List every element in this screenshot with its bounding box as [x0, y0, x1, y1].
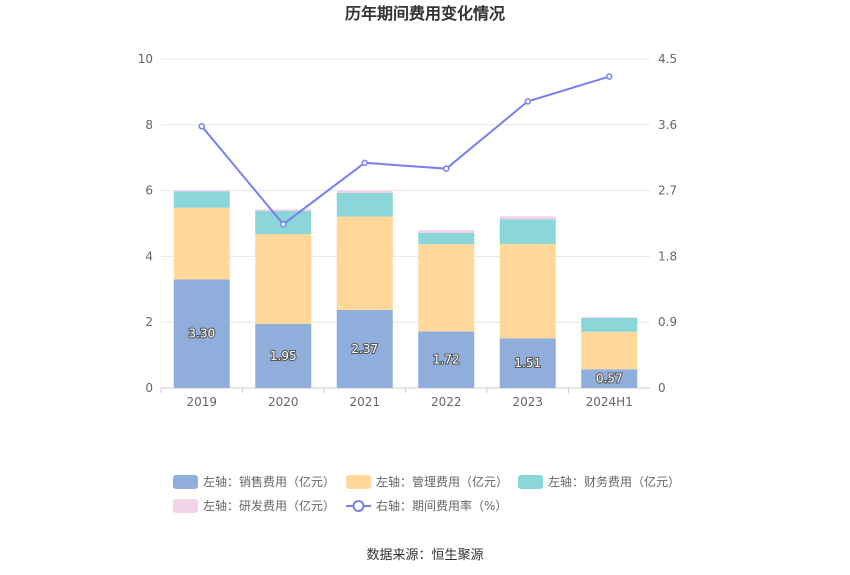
left-tick-label: 0: [145, 381, 153, 395]
bar: [499, 216, 556, 220]
bar: [499, 243, 556, 339]
x-axis-ticks: 2019 2020 2021 2022 2023 2024H1: [160, 388, 633, 409]
right-tick-label: 3.6: [658, 118, 677, 132]
bar: [581, 317, 638, 318]
bar: [418, 232, 475, 245]
legend: 左轴：销售费用（亿元） 左轴：管理费用（亿元） 左轴：财务费用（亿元） 左轴：研发费用…: [173, 474, 680, 513]
data-label: 2.37: [351, 342, 378, 356]
source-note: 数据来源：恒生聚源: [366, 548, 483, 563]
data-label: 0.57: [596, 372, 623, 386]
x-tick-label: 2024H1: [586, 395, 633, 409]
legend-swatch: [346, 475, 371, 489]
bar: [418, 230, 475, 233]
legend-label: 左轴：财务费用（亿元）: [548, 474, 680, 489]
legend-label: 左轴：管理费用（亿元）: [376, 474, 508, 489]
bar: [418, 244, 475, 332]
bar: [336, 192, 393, 217]
rate-point: [524, 98, 531, 105]
rate-point: [361, 159, 368, 167]
x-tick-label: 2022: [431, 395, 462, 409]
bars: [173, 189, 638, 388]
bar: [255, 323, 312, 388]
bar: [255, 234, 312, 324]
x-tick-label: 2023: [512, 395, 543, 409]
chart-title: 历年期间费用变化情况: [345, 4, 505, 23]
data-label: 1.51: [514, 356, 541, 370]
rate-point: [280, 220, 287, 228]
legend-label: 左轴：销售费用（亿元）: [203, 474, 335, 489]
data-label: 3.30: [188, 327, 215, 341]
left-tick-label: 6: [145, 184, 153, 198]
right-tick-label: 0: [658, 381, 666, 395]
rate-point: [198, 123, 205, 130]
legend-swatch: [518, 475, 543, 489]
data-label: 1.72: [433, 353, 460, 367]
bar: [499, 338, 556, 388]
bar: [336, 310, 393, 388]
right-tick-label: 1.8: [658, 249, 677, 263]
bar: [336, 216, 393, 311]
bar: [173, 207, 230, 280]
bar: [173, 191, 230, 208]
rate-point: [606, 73, 613, 80]
legend-label: 左轴：研发费用（亿元）: [203, 498, 335, 513]
legend-swatch: [173, 475, 198, 489]
left-tick-label: 2: [145, 315, 153, 329]
legend-line-marker: [352, 500, 365, 512]
right-tick-label: 2.7: [658, 184, 677, 198]
bar: [581, 369, 638, 388]
rate-line-path: [200, 75, 610, 226]
x-tick-label: 2019: [186, 395, 217, 409]
left-tick-label: 4: [145, 249, 153, 263]
left-tick-label: 8: [145, 118, 153, 132]
legend-swatch: [173, 499, 198, 513]
grid: [161, 58, 650, 389]
bar: [173, 279, 230, 388]
left-axis-ticks: 0 2 4 6 8 10: [138, 52, 153, 395]
bar-labels: 3.30 1.95 2.37 1.72 1.51 0.57: [187, 326, 623, 387]
bar: [255, 209, 312, 211]
x-tick-label: 2021: [349, 395, 380, 409]
right-axis-ticks: 0 0.9 1.8 2.7 3.6 4.5: [658, 52, 677, 395]
right-tick-label: 0.9: [658, 315, 677, 329]
right-tick-label: 4.5: [658, 52, 677, 66]
x-tick-label: 2020: [268, 395, 299, 409]
bar: [173, 189, 230, 192]
bar: [499, 219, 556, 244]
rate-line: [198, 73, 613, 228]
bar: [581, 317, 638, 332]
bar: [581, 331, 638, 370]
left-tick-label: 10: [138, 52, 153, 66]
rate-point: [443, 165, 450, 172]
bar: [418, 331, 475, 388]
legend-label: 右轴：期间费用率（%）: [376, 498, 507, 513]
data-label: 1.95: [270, 349, 297, 363]
bar: [336, 190, 393, 193]
